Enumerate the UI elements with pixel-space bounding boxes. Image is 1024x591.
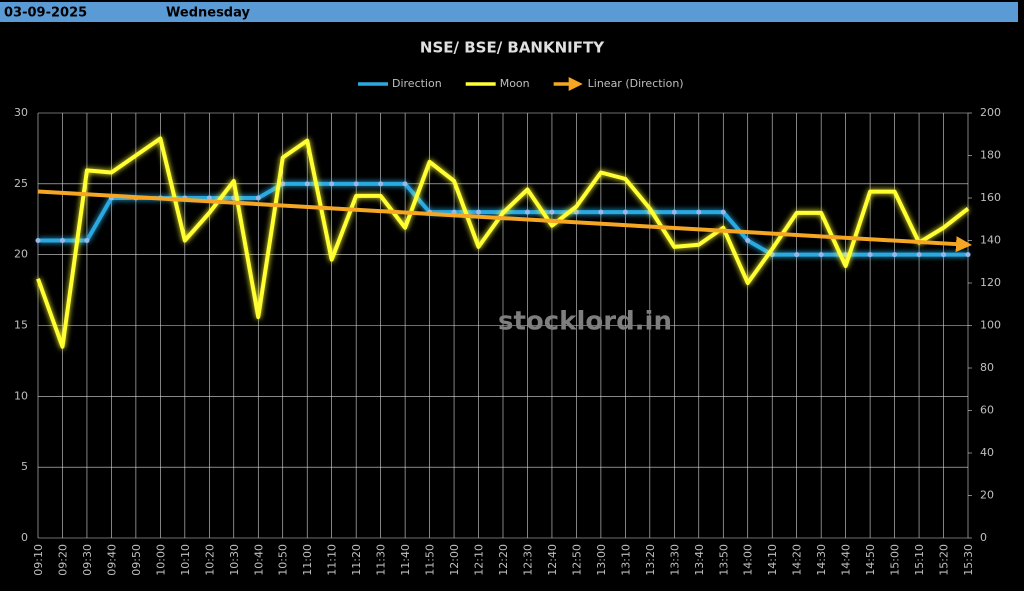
y2-tick-label: 100: [980, 319, 1001, 332]
legend-label: Direction: [392, 77, 442, 90]
series-point: [304, 181, 310, 187]
x-tick-label: 12:40: [546, 544, 559, 576]
y2-tick-label: 160: [980, 191, 1001, 204]
header-day: Wednesday: [166, 6, 250, 21]
series-point: [598, 209, 604, 215]
x-tick-label: 13:00: [595, 544, 608, 576]
x-tick-label: 11:30: [375, 544, 388, 576]
x-tick-label: 09:50: [130, 544, 143, 576]
header-date: 03-09-2025: [4, 6, 87, 21]
y-tick-label: 15: [14, 319, 28, 332]
series-point: [549, 209, 555, 215]
y2-tick-label: 140: [980, 234, 1001, 247]
x-tick-label: 13:20: [644, 544, 657, 576]
y2-tick-label: 200: [980, 106, 1001, 119]
series-point: [573, 209, 579, 215]
series-point: [794, 252, 800, 258]
x-tick-label: 14:30: [815, 544, 828, 576]
x-tick-label: 15:30: [962, 544, 975, 576]
y2-tick-label: 80: [980, 361, 994, 374]
y2-tick-label: 40: [980, 446, 994, 459]
y-tick-label: 10: [14, 389, 28, 402]
plot: 0 5 10 15 20 25 30 0 20 40 60 80 100 120 140 160 180 200 0…: [14, 106, 1001, 576]
x-tick-label: 12:30: [521, 544, 534, 576]
x-tick-label: 13:40: [693, 544, 706, 576]
x-tick-label: 11:00: [301, 544, 314, 576]
x-tick-label: 10:30: [228, 544, 241, 576]
series-point: [892, 252, 898, 258]
series-point: [59, 238, 65, 243]
chart-title: NSE/ BSE/ BANKNIFTY: [420, 39, 605, 57]
series-point: [720, 209, 726, 215]
x-tick-label: 12:10: [473, 544, 486, 576]
x-tick-label: 11:50: [424, 544, 437, 576]
y2-tick-label: 20: [980, 489, 994, 502]
x-tick-label: 13:50: [717, 544, 730, 576]
series-point: [941, 252, 947, 258]
series-point: [378, 181, 384, 187]
y-tick-label: 0: [21, 531, 28, 544]
series-point: [818, 252, 824, 258]
series-point: [35, 238, 41, 243]
y2-tick-label: 120: [980, 276, 1001, 289]
series-point: [280, 181, 286, 187]
series-point: [965, 252, 971, 258]
trendline: [37, 189, 972, 253]
y2-tick-label: 180: [980, 149, 1001, 162]
y-tick-label: 30: [14, 106, 28, 119]
x-tick-label: 14:40: [840, 544, 853, 576]
series-point: [476, 209, 482, 215]
x-tick-label: 12:50: [570, 544, 583, 576]
x-tick-label: 15:10: [913, 544, 926, 576]
x-tick-label: 13:30: [668, 544, 681, 576]
series-point: [916, 252, 922, 258]
x-tick-label: 14:00: [742, 544, 755, 576]
x-tick-label: 14:20: [791, 544, 804, 576]
series-point: [84, 238, 90, 243]
x-tick-label: 10:50: [277, 544, 290, 576]
series-point: [353, 181, 359, 187]
x-tick-label: 10:40: [252, 544, 265, 576]
x-tick-label: 13:10: [619, 544, 632, 576]
x-tick-label: 12:00: [448, 544, 461, 576]
x-tick-label: 10:00: [154, 544, 167, 576]
y-tick-label: 5: [21, 460, 28, 473]
legend-label: Linear (Direction): [588, 77, 684, 90]
series-point: [402, 181, 408, 187]
series-point: [622, 209, 628, 215]
x-tick-label: 10:20: [203, 544, 216, 576]
x-tick-label: 11:10: [326, 544, 339, 576]
y2-tick-label: 60: [980, 404, 994, 417]
series-point: [696, 209, 702, 215]
legend-label: Moon: [500, 77, 530, 90]
x-tick-label: 09:20: [56, 544, 69, 576]
x-tick-label: 14:50: [864, 544, 877, 576]
series-point: [255, 195, 261, 201]
x-tick-label: 09:40: [105, 544, 118, 576]
x-tick-label: 11:40: [399, 544, 412, 576]
header-bar: [0, 2, 1018, 22]
x-tick-label: 11:20: [350, 544, 363, 576]
watermark: stocklord.in: [498, 307, 672, 337]
series-line: [36, 136, 970, 349]
series-point: [671, 209, 677, 215]
x-tick-label: 10:10: [179, 544, 192, 576]
x-tick-label: 12:20: [497, 544, 510, 576]
series-point: [329, 181, 335, 187]
x-tick-label: 15:00: [889, 544, 902, 576]
x-tick-label: 09:30: [81, 544, 94, 576]
series-point: [867, 252, 873, 258]
x-tick-label: 09:10: [32, 544, 45, 576]
series-point: [745, 238, 751, 243]
y-tick-label: 20: [14, 248, 28, 261]
y2-tick-label: 0: [980, 531, 987, 544]
x-tick-label: 14:10: [766, 544, 779, 576]
y-tick-label: 25: [14, 177, 28, 190]
x-tick-label: 15:20: [938, 544, 951, 576]
series-point: [524, 209, 530, 215]
